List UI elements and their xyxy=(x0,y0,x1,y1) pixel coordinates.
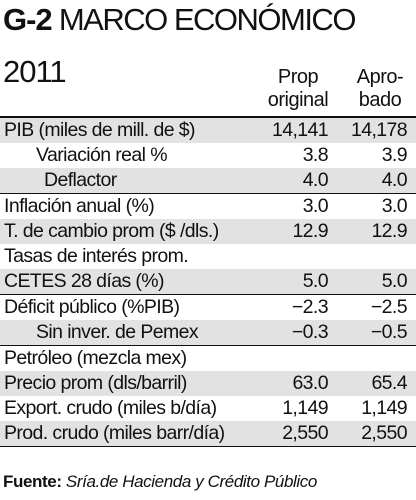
year: 2011 xyxy=(3,54,67,89)
cell-value: 4.0 xyxy=(381,169,408,191)
row-label: Prod. crudo (miles barr/día) xyxy=(4,422,225,444)
cell-value: 4.0 xyxy=(302,169,329,191)
cell-value: 5.0 xyxy=(381,270,408,292)
cell-value: 1,149 xyxy=(282,397,328,419)
table-row: Variación real % 3.8 3.9 xyxy=(0,143,416,168)
table-row: Prod. crudo (miles barr/día) 2,550 2,550 xyxy=(0,421,416,447)
cell-value: −2.3 xyxy=(291,296,329,318)
cell-value: 3.9 xyxy=(381,144,408,166)
row-label: T. de cambio prom ($ /dls.) xyxy=(4,220,219,242)
row-label: Sin inver. de Pemex xyxy=(36,321,199,343)
table-row: CETES 28 días (%) 5.0 5.0 xyxy=(0,269,416,295)
cell-value: 63.0 xyxy=(292,372,328,394)
table-row: Precio prom (dls/barril) 63.0 65.4 xyxy=(0,371,416,396)
row-label: Export. crudo (miles b/día) xyxy=(4,397,217,419)
row-label: Deflactor xyxy=(44,169,117,191)
cell-value: −2.5 xyxy=(370,296,408,318)
table-row: Sin inver. de Pemex −0.3 −0.5 xyxy=(0,320,416,346)
table-row: T. de cambio prom ($ /dls.) 12.9 12.9 xyxy=(0,219,416,244)
cell-value: 14,178 xyxy=(350,119,408,141)
header-line: bado xyxy=(358,89,402,111)
table-row: Tasas de interés prom. xyxy=(0,244,416,269)
row-label: CETES 28 días (%) xyxy=(4,270,165,292)
cell-value: 3.0 xyxy=(381,195,408,217)
header-line: original xyxy=(267,89,329,111)
table-row: Deflactor 4.0 4.0 xyxy=(0,168,416,194)
cell-value: 12.9 xyxy=(371,220,407,242)
table-row: PIB (miles de mill. de $) 14,141 14,178 xyxy=(0,116,416,143)
row-label: Variación real % xyxy=(36,144,168,166)
cell-value: 2,550 xyxy=(282,422,328,444)
footer-label: Fuente: xyxy=(3,472,62,491)
table: PIB (miles de mill. de $) 14,141 14,178 Var… xyxy=(0,116,416,447)
cell-value: −0.3 xyxy=(291,321,329,343)
cell-value: 14,141 xyxy=(271,119,329,141)
table-row: Déficit público (%PIB) −2.3 −2.5 xyxy=(0,295,416,320)
table-row: Petróleo (mezcla mex) xyxy=(0,346,416,371)
footer: Fuente: Sría.de Hacienda y Crédito Públi… xyxy=(3,472,317,492)
title-text: MARCO ECONÓMICO xyxy=(58,2,357,37)
column-header: Prop original xyxy=(258,66,338,112)
row-label: Precio prom (dls/barril) xyxy=(4,372,187,394)
cell-value: 3.8 xyxy=(302,144,329,166)
column-header: Apro-bado xyxy=(342,66,416,112)
row-label: PIB (miles de mill. de $) xyxy=(4,119,196,141)
title-code: G-2 xyxy=(3,2,53,37)
cell-value: 2,550 xyxy=(361,422,407,444)
table-row: Inflación anual (%) 3.0 3.0 xyxy=(0,194,416,219)
row-label: Tasas de interés prom. xyxy=(4,245,189,267)
row-label: Inflación anual (%) xyxy=(4,195,155,217)
header-line: Prop xyxy=(277,66,319,88)
title: G-2 MARCO ECONÓMICO xyxy=(3,2,357,38)
cell-value: 1,149 xyxy=(361,397,407,419)
row-label: Déficit público (%PIB) xyxy=(4,296,180,318)
table-row: Export. crudo (miles b/día) 1,149 1,149 xyxy=(0,396,416,421)
footer-source: Sría.de Hacienda y Crédito Público xyxy=(65,472,317,491)
header-line: Apro- xyxy=(356,66,404,88)
cell-value: 5.0 xyxy=(302,270,329,292)
cell-value: 3.0 xyxy=(302,195,329,217)
row-label: Petróleo (mezcla mex) xyxy=(4,347,187,369)
cell-value: 65.4 xyxy=(371,372,407,394)
cell-value: −0.5 xyxy=(370,321,408,343)
cell-value: 12.9 xyxy=(292,220,328,242)
